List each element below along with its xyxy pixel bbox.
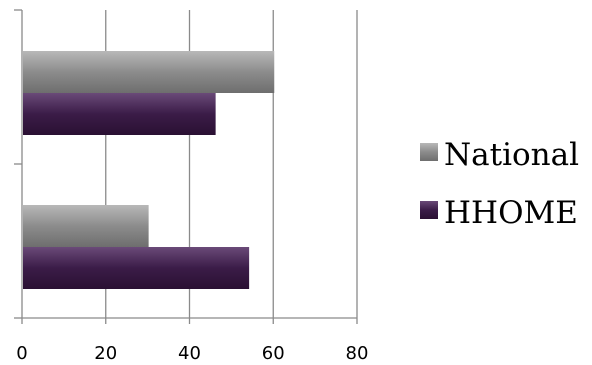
x-tick-label-0: 0 <box>16 343 27 364</box>
bar-national-1 <box>23 205 149 247</box>
bars <box>23 51 275 289</box>
bar-hhome-1 <box>23 247 250 289</box>
axes <box>14 9 358 324</box>
bar-hhome-0 <box>23 93 216 135</box>
x-tick-label-60: 60 <box>262 343 285 364</box>
tick-labels: 0 20 40 60 80 <box>16 343 368 364</box>
legend-swatch-hhome <box>420 201 438 219</box>
bar-national-0 <box>23 51 275 93</box>
x-tick-label-40: 40 <box>178 343 201 364</box>
x-tick-label-20: 20 <box>94 343 117 364</box>
x-tick-label-80: 80 <box>346 343 369 364</box>
legend-swatch-national <box>420 143 438 161</box>
legend: National HHOME <box>420 137 579 231</box>
legend-label-hhome: HHOME <box>444 195 578 231</box>
legend-label-national: National <box>444 137 579 173</box>
